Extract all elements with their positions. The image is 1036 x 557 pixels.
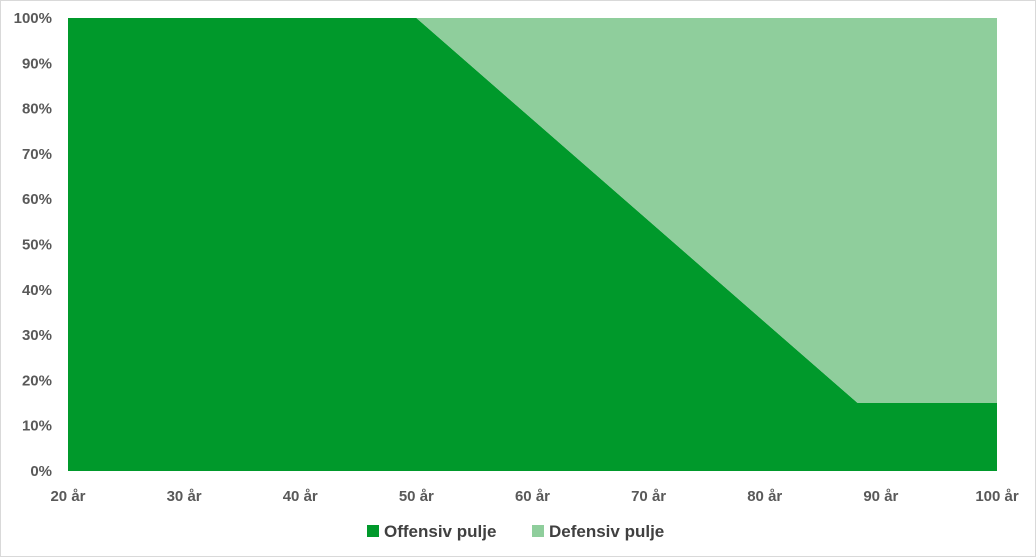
legend-label: Defensiv pulje: [549, 522, 664, 541]
legend-swatch: [532, 525, 544, 537]
x-tick-label: 50 år: [399, 488, 434, 505]
y-tick-label: 20%: [22, 372, 52, 389]
plot-areas: [68, 18, 997, 471]
x-tick-label: 90 år: [863, 488, 898, 505]
x-tick-label: 40 år: [283, 488, 318, 505]
x-tick-label: 60 år: [515, 488, 550, 505]
x-tick-label: 100 år: [975, 488, 1019, 505]
x-tick-label: 20 år: [50, 488, 85, 505]
y-tick-label: 100%: [14, 10, 52, 27]
y-tick-label: 50%: [22, 237, 52, 254]
y-tick-label: 40%: [22, 282, 52, 299]
y-tick-label: 10%: [22, 418, 52, 435]
y-axis-tick-labels: 0% 10% 20% 30% 40% 50% 60% 70% 80% 90% 100%: [14, 10, 52, 480]
x-tick-label: 30 år: [167, 488, 202, 505]
y-tick-label: 30%: [22, 327, 52, 344]
x-tick-label: 70 år: [631, 488, 666, 505]
legend-swatch: [367, 525, 379, 537]
y-tick-label: 60%: [22, 191, 52, 208]
area-series-1: [68, 18, 997, 471]
y-tick-label: 80%: [22, 101, 52, 118]
x-tick-label: 80 år: [747, 488, 782, 505]
legend-label: Offensiv pulje: [384, 522, 496, 541]
y-tick-label: 70%: [22, 146, 52, 163]
y-tick-label: 90%: [22, 55, 52, 72]
legend: Offensiv pulje Defensiv pulje: [367, 522, 664, 541]
y-tick-label: 0%: [30, 463, 52, 480]
area-series-2: [68, 18, 997, 404]
x-axis-tick-labels: 20 år 30 år 40 år 50 år 60 år 70 år 80 år 90 år…: [50, 488, 1018, 505]
